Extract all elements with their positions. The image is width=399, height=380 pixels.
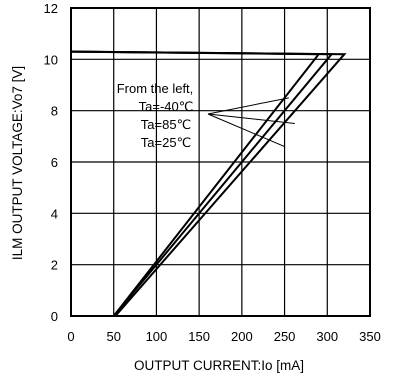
series-line-2 [70, 50, 334, 317]
x-tick-label-6: 300 [316, 329, 338, 344]
series-line-3 [70, 50, 347, 317]
y-tick-label-6: 12 [44, 1, 58, 16]
x-tick-label-3: 150 [188, 329, 210, 344]
x-tick-label-7: 350 [359, 329, 381, 344]
y-tick-label-2: 4 [51, 206, 58, 221]
annotation-pointer-3 [207, 113, 285, 148]
annotation-line-2: Ta=-40℃ [139, 99, 194, 114]
x-tick-label-0: 0 [67, 329, 74, 344]
annotation-line-1: From the left, [117, 81, 194, 96]
x-tick-label-2: 100 [146, 329, 168, 344]
annotation-pointers [207, 97, 295, 148]
x-tick-label-5: 250 [274, 329, 296, 344]
annotation-line-4: Ta=25℃ [141, 135, 191, 150]
y-tick-label-0: 0 [51, 309, 58, 324]
annotation-pointer-1 [207, 97, 289, 115]
series-lines [70, 50, 347, 317]
y-tick-label-5: 10 [44, 52, 58, 67]
annotation-pointer-2 [207, 113, 295, 124]
y-tick-label-1: 2 [51, 258, 58, 273]
y-tick-labels: 0 2 4 6 8 10 12 [44, 1, 58, 324]
plot-frame [70, 7, 371, 317]
y-axis-title: ILM OUTPUT VOLTAGE:Vo7 [V] [10, 66, 25, 260]
series-line-1 [70, 50, 321, 317]
annotation: From the left, Ta=-40℃ Ta=85℃ Ta=25℃ [117, 81, 295, 150]
x-tick-label-4: 200 [231, 329, 253, 344]
x-tick-labels: 0 50 100 150 200 250 300 350 [67, 329, 380, 344]
y-tick-label-3: 6 [51, 155, 58, 170]
annotation-line-3: Ta=85℃ [141, 117, 191, 132]
x-axis-title: OUTPUT CURRENT:Io [mA] [134, 358, 304, 373]
y-tick-label-4: 8 [51, 104, 58, 119]
x-tick-label-1: 50 [106, 329, 120, 344]
